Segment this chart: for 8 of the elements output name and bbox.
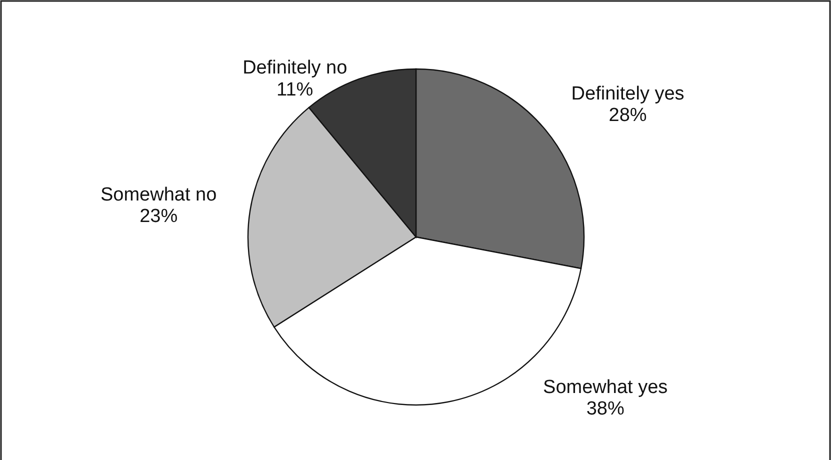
data-label: 23% <box>140 206 178 228</box>
slice-label: Definitely yes <box>571 83 684 104</box>
data-label: 28% <box>608 105 647 126</box>
slice-label: Somewhat yes <box>543 376 668 398</box>
data-label: 11% <box>276 79 314 100</box>
data-label: 38% <box>586 398 624 420</box>
slice-label: Definitely no <box>242 58 348 79</box>
slice-label: Somewhat no <box>100 184 217 206</box>
